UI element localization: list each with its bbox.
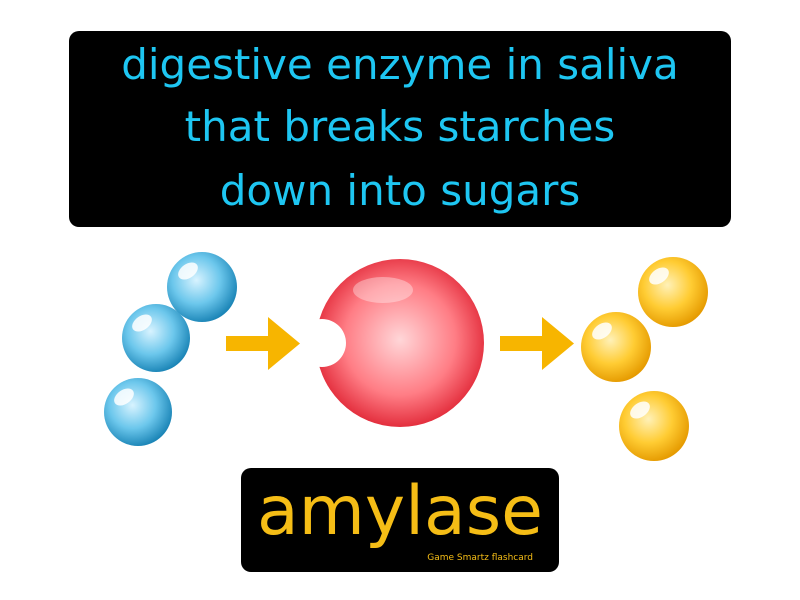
definition-line-1: digestive enzyme in saliva [121, 40, 679, 89]
sugar-molecules [581, 257, 708, 461]
starch-bead-middle [122, 304, 190, 372]
definition-panel: digestive enzyme in saliva that breaks s… [69, 31, 731, 227]
term-panel: amylase Game Smartz flashcard [241, 468, 559, 572]
definition-line-2: that breaks starches [184, 102, 616, 151]
term-title: amylase [257, 472, 543, 551]
credit-label: Game Smartz flashcard [427, 553, 533, 563]
sugar-bead-bottom [619, 391, 689, 461]
sugar-bead-middle [581, 312, 651, 382]
starch-molecule [104, 252, 237, 446]
definition-line-3: down into sugars [219, 166, 581, 215]
arrow-right-icon [226, 317, 300, 370]
sugar-bead-top [638, 257, 708, 327]
starch-bead-bottom [104, 378, 172, 446]
enzyme-amylase [316, 259, 484, 427]
starch-bead-top [167, 252, 237, 322]
arrow-right-icon [500, 317, 574, 370]
